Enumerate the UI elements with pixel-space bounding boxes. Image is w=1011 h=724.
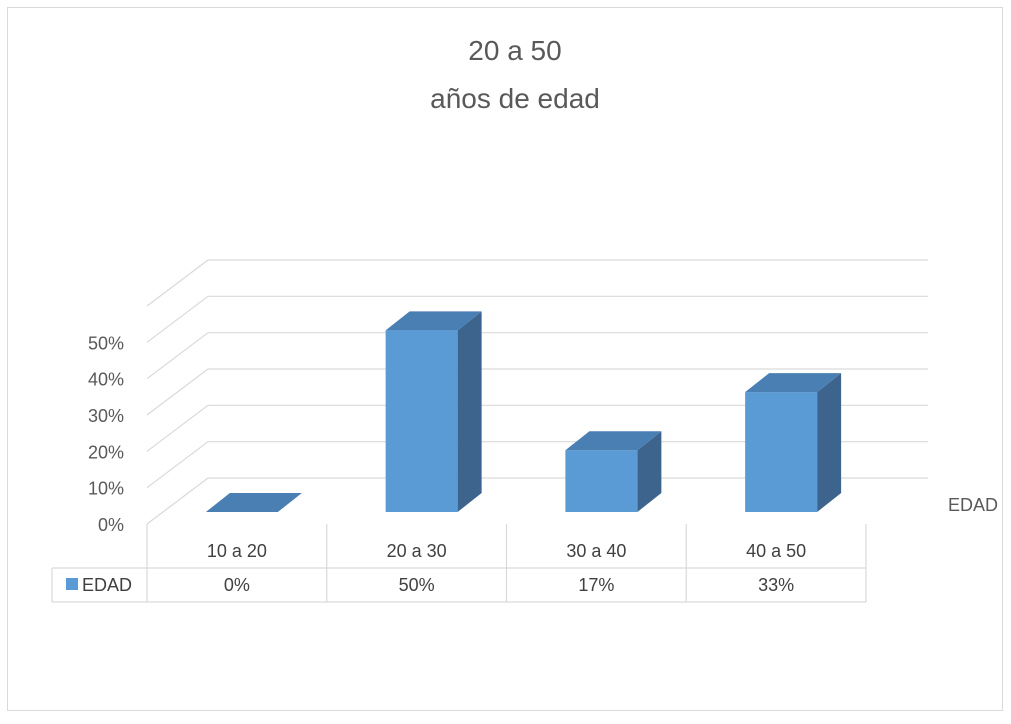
y-tick-label: 20% [88,442,124,462]
y-tick-label: 30% [88,406,124,426]
category-label: 40 a 50 [746,541,806,561]
table-value-cell: 0% [224,575,250,595]
bar-top [385,311,482,331]
bar-front [385,330,458,512]
y-tick-label: 0% [98,515,124,535]
y-tick-label: 40% [88,370,124,390]
data-table: 10 a 20 20 a 30 30 a 40 40 a 50 EDAD 0% 50% 17%… [51,524,867,603]
bar-side [637,431,662,512]
bar [745,373,842,512]
category-label: 10 a 20 [207,541,267,561]
gridline-side [146,368,209,416]
y-axis-ticks: 0% 10% 20% 30% 40% 50% [88,333,124,535]
category-label: 30 a 40 [566,541,626,561]
gridline-side [146,295,209,343]
bar [385,311,482,512]
y-tick-label: 10% [88,479,124,499]
chart-title-line-1: 20 a 50 [468,35,561,66]
legend-series-name: EDAD [82,575,132,595]
chart-title-line-2: años de edad [430,83,600,114]
bar-top [745,373,842,393]
table-value-cell: 50% [399,575,435,595]
category-label: 20 a 30 [387,541,447,561]
y-tick-label: 50% [88,333,124,353]
bar [205,493,302,512]
gridline-side [146,332,209,380]
table-value-cell: 33% [758,575,794,595]
bars [205,311,842,512]
bar-side [817,373,842,512]
bar-top [565,431,662,451]
depth-axis-label: EDAD [948,495,998,515]
gridline-side [146,404,209,452]
bar-top [205,493,302,512]
gridline-side [146,477,209,525]
legend-swatch [66,578,78,590]
table-value-cell: 17% [578,575,614,595]
gridline-side [146,259,209,307]
gridline-side [146,441,209,489]
bar-front [565,450,638,512]
bar-front [745,392,818,512]
bar [565,431,662,512]
bar-side [457,311,482,512]
